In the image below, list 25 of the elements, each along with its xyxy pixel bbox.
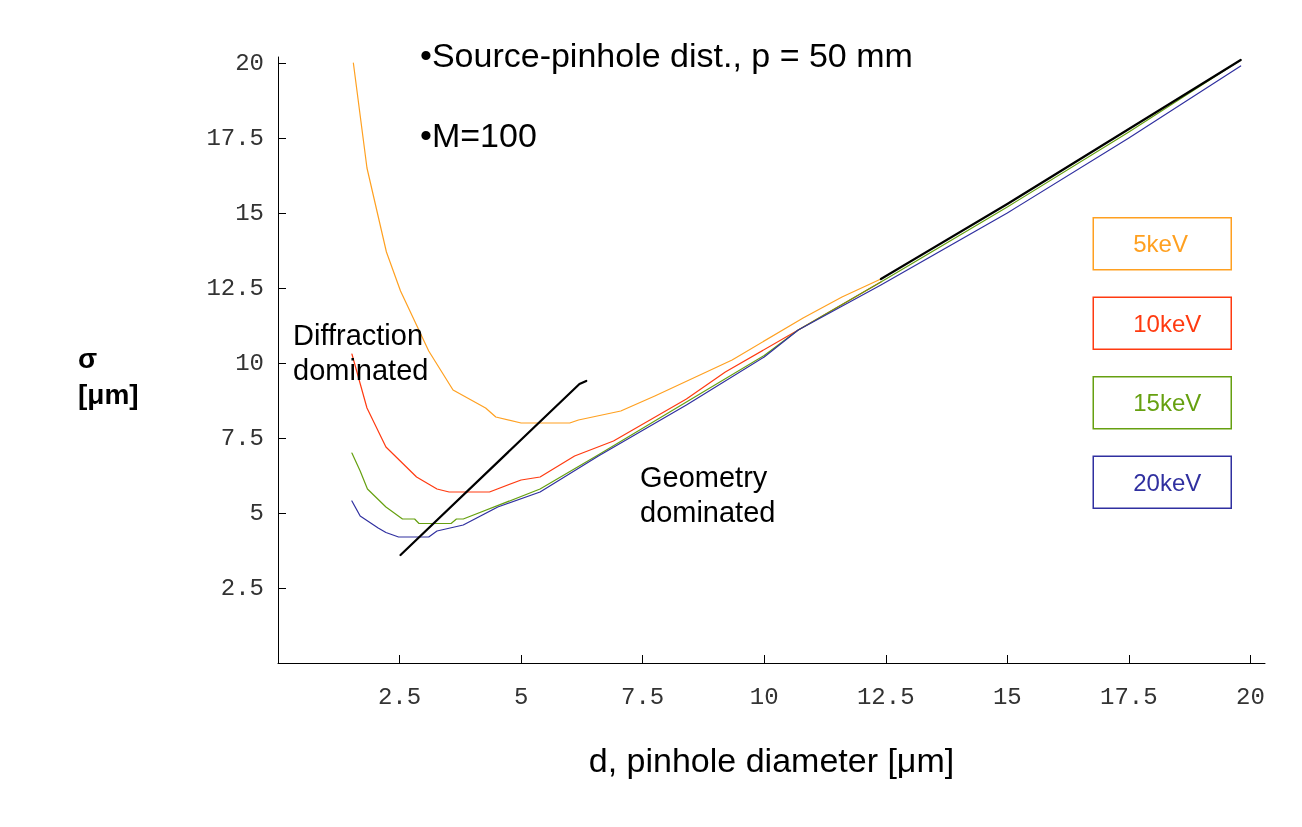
- y-tick-label: 7.5: [220, 424, 264, 452]
- x-tick-label: 2.5: [377, 683, 422, 711]
- text: 5keV: [1133, 230, 1188, 258]
- y-tick-label: 15: [235, 199, 264, 227]
- y-axis-title: σ [μm]: [78, 342, 139, 410]
- y-tick-label: 5: [249, 499, 264, 527]
- x-tick-label: 20: [1236, 683, 1265, 711]
- x-tick-label: 15: [992, 683, 1022, 711]
- y-tick-label: 17.5: [206, 124, 264, 152]
- text: 10keV: [1133, 309, 1202, 337]
- annotation: •M=100: [420, 116, 537, 155]
- x-tick-label: 12.5: [856, 683, 915, 711]
- y-tick-label: 2.5: [220, 574, 264, 602]
- text: 20keV: [1133, 468, 1202, 496]
- x-tick-label: 5: [513, 683, 529, 711]
- x-axis-title: d, pinhole diameter [μm]: [588, 741, 955, 779]
- text: 15keV: [1133, 389, 1202, 417]
- x-tick-label: 10: [749, 683, 779, 711]
- y-tick-label: 10: [235, 349, 264, 377]
- annotation: •Source-pinhole dist., p = 50 mm: [420, 36, 913, 75]
- y-tick-label: 20: [235, 49, 264, 77]
- annotation: Geometry dominated: [640, 461, 776, 529]
- x-tick-label: 17.5: [1100, 683, 1158, 711]
- x-tick-label: 7.5: [621, 683, 665, 711]
- y-tick-label: 12.5: [206, 274, 264, 302]
